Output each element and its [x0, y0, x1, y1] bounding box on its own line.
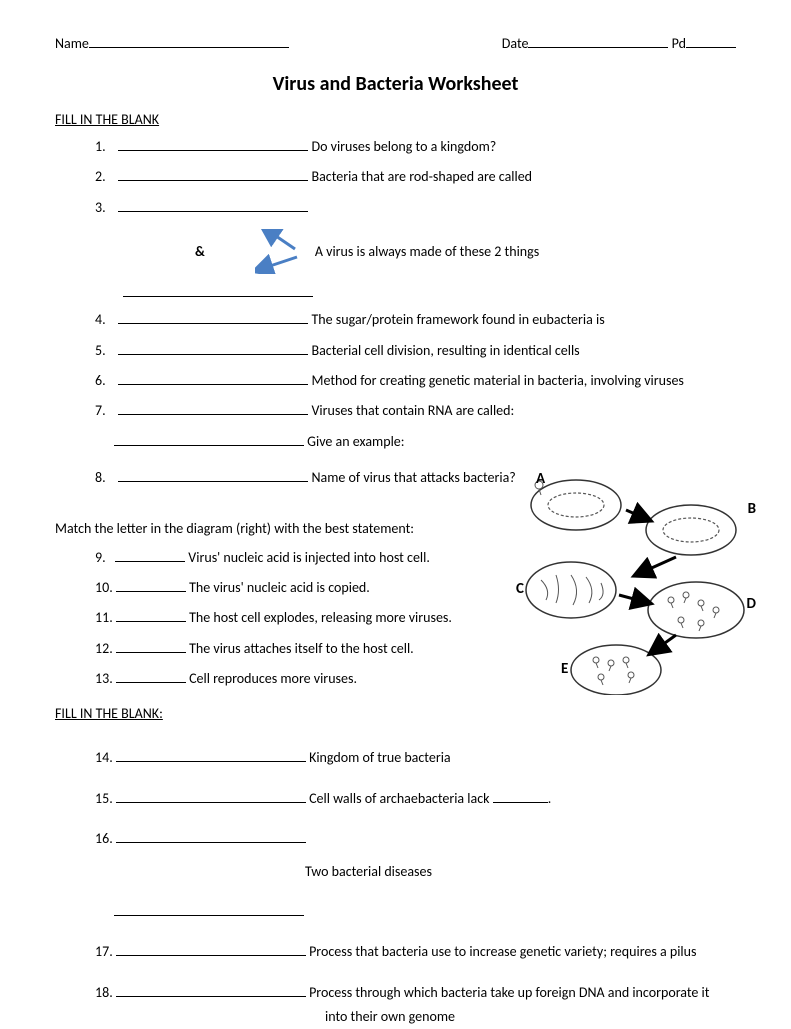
label-c: C — [516, 580, 524, 598]
blank-input[interactable] — [116, 621, 186, 622]
question-14: 14. Kingdom of true bacteria — [95, 747, 736, 769]
label-b: B — [748, 500, 756, 518]
date-pd: Date Pd — [502, 35, 736, 52]
blank-input[interactable] — [114, 445, 304, 446]
name-label: Name — [55, 35, 89, 52]
blank-input[interactable] — [116, 996, 306, 997]
blank-input[interactable] — [118, 180, 308, 181]
label-e: E — [561, 660, 568, 678]
amp-text: A virus is always made of these 2 things — [315, 243, 539, 260]
blank-input[interactable] — [116, 761, 306, 762]
ampersand: & — [195, 243, 205, 260]
question-7: 7. Viruses that contain RNA are called: — [95, 400, 736, 422]
question-5: 5. Bacterial cell division, resulting in… — [95, 340, 736, 362]
question-18b: into their own genome — [325, 1006, 736, 1028]
label-d: D — [747, 595, 756, 613]
blank-input[interactable] — [116, 591, 186, 592]
question-3: 3. — [95, 197, 736, 219]
virus-cycle-diagram: A B C D E — [501, 475, 751, 695]
question-1: 1. Do viruses belong to a kingdom? — [95, 136, 736, 158]
page-title: Virus and Bacteria Worksheet — [55, 72, 736, 96]
question-16b: Two bacterial diseases — [305, 861, 736, 883]
blank-input[interactable] — [493, 802, 548, 803]
name-field[interactable]: Name — [55, 35, 289, 52]
section2-heading: FILL IN THE BLANK: — [55, 705, 736, 722]
label-a: A — [536, 470, 545, 488]
question-4: 4. The sugar/protein framework found in … — [95, 309, 736, 331]
blank-input[interactable] — [118, 414, 308, 415]
blank-input[interactable] — [118, 323, 308, 324]
question-16: 16. — [95, 828, 736, 850]
blank-input[interactable] — [116, 955, 306, 956]
fill-blank-list-1b: 4. The sugar/protein framework found in … — [95, 309, 736, 489]
blank-input[interactable] — [118, 354, 308, 355]
question-16c — [95, 901, 736, 923]
question-18: 18. Process through which bacteria take … — [95, 982, 736, 1004]
blank-input[interactable] — [114, 915, 304, 916]
question-15: 15. Cell walls of archaebacteria lack . — [95, 788, 736, 810]
blank-input[interactable] — [123, 296, 313, 297]
blank-input[interactable] — [118, 481, 308, 482]
blank-input[interactable] — [116, 842, 306, 843]
arrows-icon — [255, 229, 305, 274]
worksheet-header: Name Date Pd — [55, 35, 736, 52]
date-label: Date — [502, 35, 529, 52]
question-2: 2. Bacteria that are rod-shaped are call… — [95, 166, 736, 188]
question-6: 6. Method for creating genetic material … — [95, 370, 736, 392]
fill-blank-list-1: 1. Do viruses belong to a kingdom? 2. Ba… — [95, 136, 736, 219]
question-7b: Give an example: — [95, 431, 736, 453]
ampersand-row: & A virus is always made of these 2 thin… — [95, 229, 736, 274]
section1-heading: FILL IN THE BLANK — [55, 111, 736, 128]
question-17: 17. Process that bacteria use to increas… — [95, 941, 736, 963]
blank-input[interactable] — [118, 211, 308, 212]
blank-input[interactable] — [118, 384, 308, 385]
blank-input[interactable] — [115, 561, 185, 562]
blank-input[interactable] — [116, 682, 186, 683]
pd-label: Pd — [672, 35, 686, 52]
blank-input[interactable] — [118, 150, 308, 151]
blank-input[interactable] — [116, 802, 306, 803]
fill-blank-list-2: 14. Kingdom of true bacteria 15. Cell wa… — [95, 747, 736, 1028]
blank-input[interactable] — [116, 652, 186, 653]
